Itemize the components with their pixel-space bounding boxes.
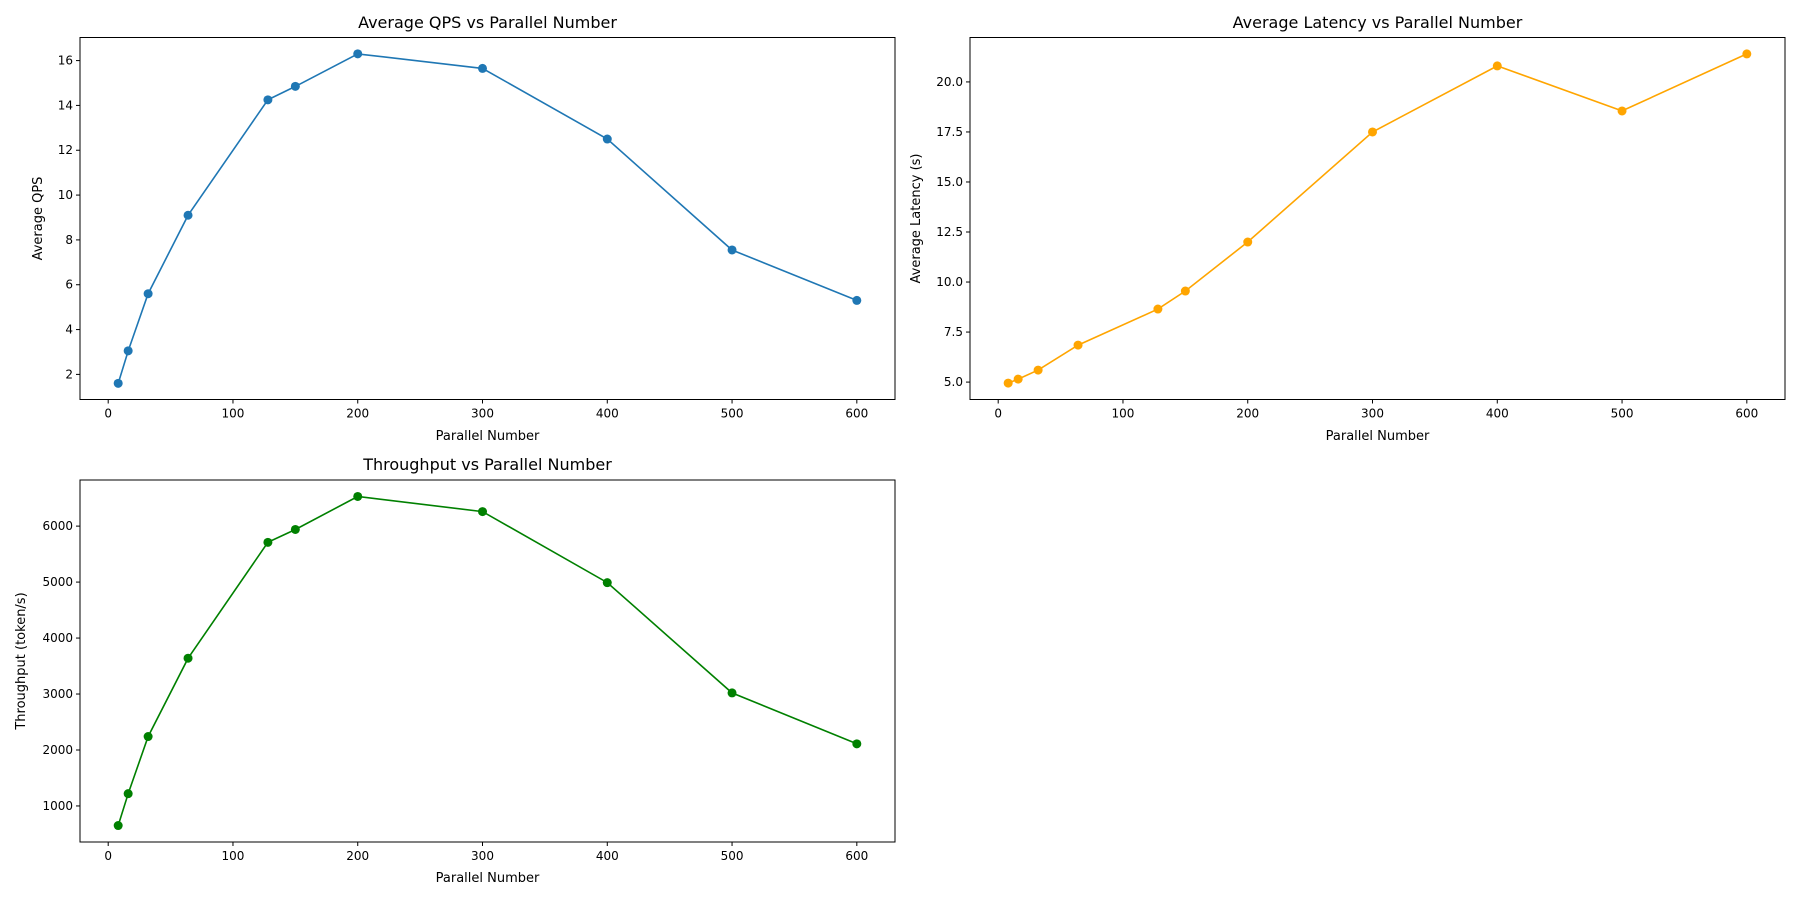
y-axis-label: Throughput (token/s)	[14, 592, 29, 730]
y-tick-label: 3000	[42, 687, 73, 701]
plot-area: 0 100 200 300 400 500 600 2 4 6 8 10 12 14 16	[58, 49, 868, 421]
y-tick-label: 10	[58, 188, 73, 202]
x-tick-label: 200	[346, 849, 369, 863]
y-tick-label: 4000	[42, 631, 73, 645]
y-tick-label: 5.0	[944, 375, 963, 389]
data-point	[1153, 304, 1163, 314]
data-point	[263, 537, 273, 547]
x-tick-label: 300	[1361, 407, 1384, 421]
data-point	[1243, 237, 1253, 247]
y-tick-label: 20.0	[936, 75, 963, 89]
x-tick-label: 100	[222, 849, 245, 863]
x-axis-label: Parallel Number	[436, 871, 540, 886]
y-tick-label: 12	[58, 143, 73, 157]
y-tick-label: 4	[65, 323, 73, 337]
y-tick-label: 2	[65, 367, 73, 381]
data-point	[183, 210, 193, 220]
x-tick-label: 400	[1486, 407, 1509, 421]
x-tick-label: 500	[721, 849, 744, 863]
y-tick-label: 17.5	[936, 125, 963, 139]
data-point	[353, 49, 363, 59]
data-point	[1003, 378, 1013, 388]
y-tick-label: 14	[58, 98, 73, 112]
y-tick-label: 2000	[42, 743, 73, 757]
qps-chart: Average QPS vs Parallel Number 0 100 200 30…	[31, 13, 896, 444]
data-point	[1617, 106, 1627, 116]
x-tick-label: 0	[104, 849, 112, 863]
axes-frame	[79, 37, 896, 400]
data-point	[727, 245, 737, 255]
chart-title: Average Latency vs Parallel Number	[1233, 13, 1523, 32]
x-tick-label: 600	[845, 407, 868, 421]
x-tick-label: 0	[104, 407, 112, 421]
data-point	[1492, 61, 1502, 71]
data-point	[1013, 374, 1023, 384]
data-point	[113, 378, 123, 388]
x-tick-label: 600	[845, 849, 868, 863]
data-point	[353, 491, 363, 501]
y-tick-label: 10.0	[936, 275, 963, 289]
data-point	[852, 739, 862, 749]
x-tick-label: 100	[1112, 407, 1135, 421]
x-axis-label: Parallel Number	[1326, 429, 1430, 444]
plot-area: 0 100 200 300 400 500 600 1000 2000 3000 4000 5000 6…	[42, 491, 868, 863]
chart-title: Average QPS vs Parallel Number	[358, 13, 617, 32]
x-tick-label: 600	[1735, 407, 1758, 421]
data-point	[123, 789, 133, 799]
x-tick-label: 300	[471, 849, 494, 863]
chart-title: Throughput vs Parallel Number	[362, 455, 612, 474]
y-tick-label: 1000	[42, 799, 73, 813]
y-tick-label: 7.5	[944, 325, 963, 339]
data-point	[1073, 340, 1083, 350]
x-tick-label: 200	[346, 407, 369, 421]
x-tick-label: 400	[596, 849, 619, 863]
y-tick-label: 6000	[42, 519, 73, 533]
data-point	[1368, 127, 1378, 137]
y-axis-label: Average Latency (s)	[909, 154, 924, 284]
x-tick-label: 100	[222, 407, 245, 421]
axes-frame	[79, 479, 896, 843]
data-point	[143, 732, 153, 742]
x-axis-label: Parallel Number	[436, 429, 540, 444]
plot-area: 0 100 200 300 400 500 600 5.0 7.5 10.0 12.5 15.0 17.…	[936, 49, 1758, 421]
data-point	[290, 81, 300, 91]
data-point	[1033, 365, 1043, 375]
latency-chart: Average Latency vs Parallel Number 0 100 2…	[909, 13, 1786, 444]
y-tick-label: 16	[58, 54, 73, 68]
data-point	[143, 289, 153, 299]
x-tick-label: 500	[721, 407, 744, 421]
y-tick-label: 12.5	[936, 225, 963, 239]
data-point	[478, 63, 488, 73]
x-tick-label: 400	[596, 407, 619, 421]
data-point	[478, 507, 488, 517]
x-tick-label: 0	[994, 407, 1002, 421]
data-point	[113, 821, 123, 831]
data-point	[123, 346, 133, 356]
data-point	[602, 134, 612, 144]
x-tick-label: 300	[471, 407, 494, 421]
data-point	[727, 688, 737, 698]
x-tick-label: 500	[1611, 407, 1634, 421]
data-point	[290, 524, 300, 534]
axes-frame	[969, 37, 1786, 400]
data-point	[263, 95, 273, 105]
y-tick-label: 5000	[42, 575, 73, 589]
data-point	[183, 653, 193, 663]
data-point	[602, 578, 612, 588]
throughput-chart: Throughput vs Parallel Number 0 100 200 300…	[14, 455, 896, 886]
data-point	[1742, 49, 1752, 59]
x-tick-label: 200	[1236, 407, 1259, 421]
data-point	[852, 295, 862, 305]
y-tick-label: 8	[65, 233, 73, 247]
y-axis-label: Average QPS	[31, 177, 46, 261]
y-tick-label: 15.0	[936, 175, 963, 189]
y-tick-label: 6	[65, 278, 73, 292]
data-point	[1180, 286, 1190, 296]
